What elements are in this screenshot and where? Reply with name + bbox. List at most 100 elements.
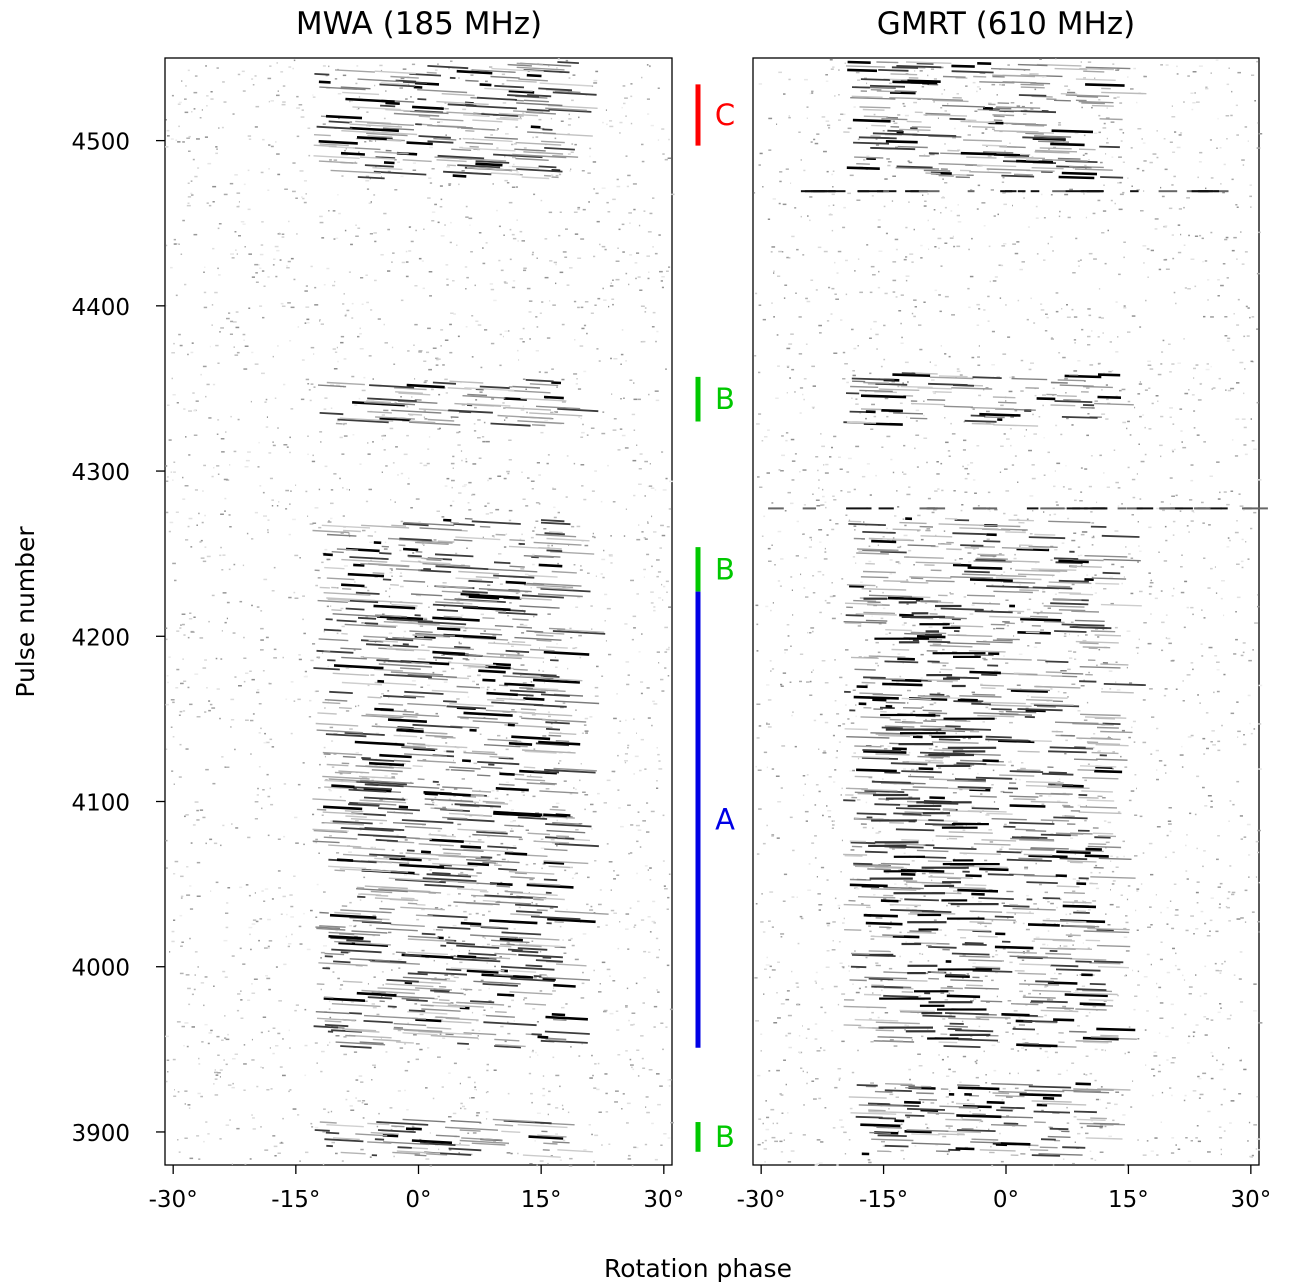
noise-pixel: [1201, 237, 1204, 240]
noise-pixel: [397, 161, 400, 163]
subpulse-streak: [514, 636, 562, 641]
subpulse-streak: [472, 119, 503, 123]
subpulse-streak: [428, 677, 448, 681]
noise-pixel: [269, 65, 272, 67]
noise-pixel: [304, 670, 307, 673]
noise-pixel: [559, 211, 562, 213]
noise-pixel: [580, 417, 582, 420]
noise-pixel: [361, 303, 364, 305]
noise-pixel: [433, 539, 437, 541]
noise-pixel: [617, 754, 619, 757]
noise-pixel: [1184, 580, 1188, 583]
noise-pixel: [501, 83, 505, 85]
noise-pixel: [756, 703, 761, 705]
subpulse-streak: [375, 156, 396, 160]
noise-pixel: [1240, 838, 1243, 840]
noise-pixel: [1174, 964, 1177, 967]
noise-pixel: [433, 959, 435, 962]
noise-pixel: [1215, 592, 1218, 594]
noise-pixel: [481, 436, 485, 438]
subpulse-streak: [490, 422, 531, 427]
subpulse-streak: [379, 753, 412, 759]
noise-pixel: [952, 235, 954, 238]
noise-pixel: [949, 1013, 952, 1015]
noise-pixel: [633, 773, 635, 775]
noise-pixel: [581, 431, 585, 434]
subpulse-streak: [349, 958, 373, 961]
noise-pixel: [277, 173, 281, 176]
subpulse-streak: [418, 843, 454, 847]
subpulse-streak: [367, 696, 381, 699]
noise-pixel: [242, 333, 246, 336]
noise-pixel: [169, 521, 174, 524]
noise-pixel: [175, 294, 178, 297]
noise-pixel: [187, 182, 190, 184]
noise-pixel: [172, 562, 176, 565]
noise-pixel: [503, 477, 507, 480]
noise-pixel: [644, 538, 648, 540]
noise-pixel: [336, 731, 339, 733]
noise-pixel: [547, 544, 550, 547]
noise-pixel: [473, 423, 476, 425]
noise-pixel: [375, 732, 380, 735]
noise-pixel: [411, 1125, 415, 1128]
noise-pixel: [234, 174, 238, 176]
noise-pixel: [180, 945, 183, 947]
noise-pixel: [266, 1089, 270, 1091]
noise-pixel: [1148, 585, 1153, 588]
noise-pixel: [1184, 1094, 1187, 1097]
noise-pixel: [651, 1122, 654, 1125]
noise-pixel: [465, 326, 468, 328]
noise-pixel: [990, 609, 994, 612]
noise-pixel: [644, 768, 647, 770]
noise-pixel: [503, 546, 507, 548]
noise-pixel: [194, 673, 199, 675]
noise-pixel: [665, 477, 668, 480]
noise-pixel: [173, 238, 176, 241]
noise-pixel: [823, 750, 826, 752]
noise-pixel: [1153, 1051, 1157, 1053]
subpulse-streak: [397, 1146, 412, 1149]
subpulse-streak: [378, 703, 404, 706]
noise-pixel: [219, 717, 221, 720]
noise-pixel: [880, 617, 884, 620]
noise-pixel: [966, 973, 970, 975]
noise-pixel: [642, 820, 646, 822]
noise-pixel: [1199, 383, 1202, 385]
noise-pixel: [838, 907, 840, 909]
noise-pixel: [280, 1141, 283, 1144]
noise-pixel: [423, 228, 425, 230]
subpulse-streak: [533, 840, 570, 844]
noise-pixel: [778, 250, 782, 253]
subpulse-streak: [414, 1154, 427, 1157]
noise-pixel: [332, 971, 335, 973]
noise-pixel: [644, 495, 646, 497]
noise-pixel: [878, 250, 883, 252]
subpulse-streak: [530, 648, 555, 652]
noise-pixel: [1258, 231, 1261, 234]
noise-pixel: [928, 747, 933, 750]
noise-pixel: [206, 105, 208, 107]
noise-pixel: [1156, 727, 1159, 730]
noise-pixel: [1007, 64, 1010, 66]
noise-pixel: [865, 801, 868, 804]
subpulse-streak: [523, 99, 549, 103]
noise-pixel: [1139, 326, 1142, 328]
noise-pixel: [884, 1012, 889, 1014]
noise-pixel: [491, 398, 495, 400]
noise-pixel: [1136, 167, 1140, 170]
noise-pixel: [193, 91, 198, 94]
noise-pixel: [461, 170, 465, 172]
noise-pixel: [442, 364, 445, 366]
subpulse-streak: [457, 873, 469, 876]
noise-pixel: [490, 342, 495, 345]
noise-pixel: [892, 175, 896, 177]
subpulse-streak: [355, 591, 380, 595]
noise-pixel: [1093, 258, 1097, 260]
noise-pixel: [251, 992, 256, 994]
noise-pixel: [771, 246, 776, 248]
noise-pixel: [361, 622, 364, 624]
noise-pixel: [577, 206, 581, 209]
subpulse-streak: [340, 86, 371, 90]
noise-pixel: [452, 467, 454, 469]
